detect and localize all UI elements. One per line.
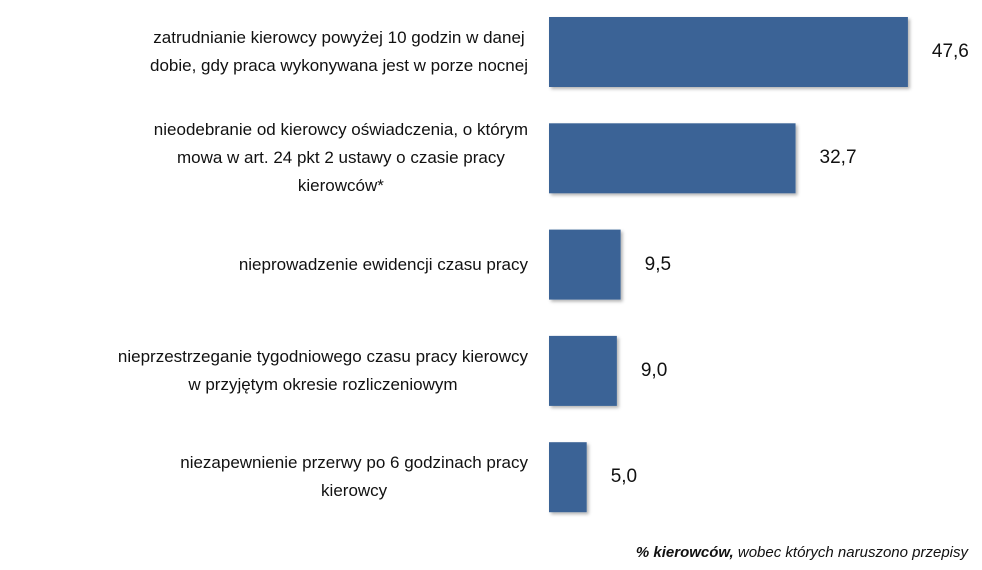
value-label: 5,0 <box>610 466 638 488</box>
x-axis-label: % kierowców, wobec których naruszono prz… <box>636 544 968 561</box>
category-label: nieprowadzenie ewidencji czasu pracy <box>238 254 528 274</box>
bar <box>549 229 621 300</box>
x-axis-label-bold: % kierowców, <box>635 544 734 561</box>
category-label: zatrudnianie kierowcy powyżej 10 godzin … <box>150 28 528 75</box>
bar <box>549 335 617 406</box>
value-label: 9,0 <box>640 359 668 381</box>
category-label: nieprzestrzeganie tygodniowego czasu pra… <box>117 346 528 394</box>
category-label: nieodebranie od kierowcy oświadczenia, o… <box>153 120 528 196</box>
value-label: 47,6 <box>931 41 969 62</box>
value-label: 9,5 <box>644 253 672 275</box>
bar <box>549 123 796 194</box>
category-label: niezapewnienie przerwy po 6 godzinach pr… <box>180 453 528 501</box>
value-label: 32,7 <box>819 147 857 169</box>
bar <box>549 442 587 513</box>
x-axis-label-rest: wobec których naruszono przepisy <box>737 544 968 561</box>
bar <box>549 17 908 87</box>
